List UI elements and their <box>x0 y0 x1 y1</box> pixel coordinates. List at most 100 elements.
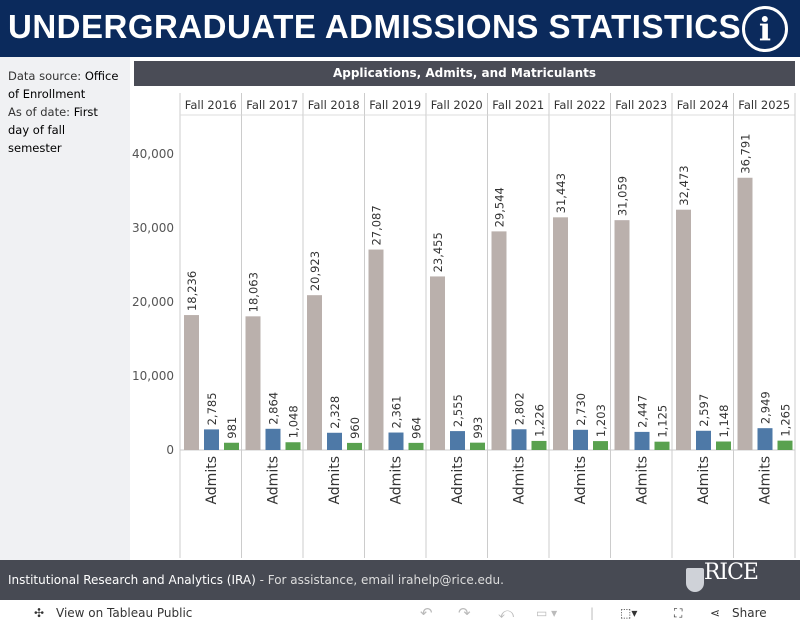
y-tick-label: 0 <box>166 443 174 457</box>
bar[interactable] <box>327 432 342 450</box>
data-label: 20,923 <box>308 251 322 291</box>
data-label: 1,226 <box>533 404 547 437</box>
bar[interactable] <box>408 442 424 450</box>
info-icon[interactable]: i <box>742 6 788 52</box>
bar[interactable] <box>531 440 547 450</box>
bar[interactable] <box>511 429 527 450</box>
x-axis-label: Admits <box>635 456 651 505</box>
fullscreen-icon[interactable]: ⛶ <box>674 606 683 620</box>
bar[interactable] <box>347 442 362 450</box>
data-label: 18,063 <box>247 272 261 312</box>
chart-title: Applications, Admits, and Matriculants <box>134 61 795 86</box>
data-label: 2,361 <box>390 396 404 429</box>
data-label: 23,455 <box>431 232 445 272</box>
data-label: 993 <box>471 417 485 439</box>
bar[interactable] <box>634 431 650 450</box>
bar[interactable] <box>368 249 384 450</box>
bar[interactable] <box>307 295 322 450</box>
column-header: Fall 2022 <box>554 98 606 112</box>
title-bar: UNDERGRADUATE ADMISSIONS STATISTICS i <box>0 0 800 57</box>
sidebar: Data source: Office of Enrollment As of … <box>0 57 130 560</box>
data-label: 1,125 <box>656 405 670 438</box>
bar[interactable] <box>224 442 239 450</box>
column-header: Fall 2019 <box>369 98 421 112</box>
data-label: 1,048 <box>287 405 301 438</box>
download-icon[interactable]: ⬚▾ <box>620 606 638 620</box>
data-label: 32,473 <box>677 165 691 205</box>
bar[interactable] <box>716 441 731 450</box>
data-label: 2,730 <box>574 393 588 426</box>
bar[interactable] <box>737 177 753 451</box>
share-button[interactable]: Share <box>732 606 767 620</box>
data-label: 2,949 <box>759 391 773 424</box>
as-of-date-value: First day of fall semester <box>8 105 98 155</box>
column-header: Fall 2017 <box>246 98 298 112</box>
y-tick-label: 10,000 <box>132 369 174 383</box>
column-header: Fall 2025 <box>738 98 790 112</box>
bar[interactable] <box>757 428 773 450</box>
bar[interactable] <box>676 209 691 450</box>
bar[interactable] <box>491 231 507 450</box>
column-header: Fall 2024 <box>677 98 729 112</box>
data-label: 964 <box>410 417 424 439</box>
data-label: 1,203 <box>594 404 608 437</box>
y-tick-label: 40,000 <box>132 147 174 161</box>
data-label: 2,802 <box>513 392 527 425</box>
bar[interactable] <box>593 441 608 450</box>
data-label: 2,555 <box>451 394 465 427</box>
share-icon[interactable]: ⋖ <box>710 606 721 620</box>
x-axis-label: Admits <box>696 456 712 505</box>
bar[interactable] <box>573 429 588 450</box>
bar[interactable] <box>184 315 199 450</box>
column-header: Fall 2016 <box>185 98 237 112</box>
tableau-icon: ✣ <box>34 606 45 620</box>
data-label: 981 <box>225 417 239 439</box>
bar[interactable] <box>450 431 465 450</box>
bar[interactable] <box>265 428 281 450</box>
data-label: 31,059 <box>616 176 630 216</box>
x-axis-label: Admits <box>450 456 466 505</box>
footer-org: Institutional Research and Analytics (IR… <box>8 573 256 587</box>
bar[interactable] <box>777 440 793 450</box>
separator: | <box>590 606 595 620</box>
bar[interactable] <box>388 432 404 450</box>
x-axis-label: Admits <box>758 456 774 505</box>
x-axis-label: Admits <box>204 456 220 505</box>
bar[interactable] <box>204 429 219 450</box>
x-axis-label: Admits <box>389 456 405 505</box>
data-source-value: Office of Enrollment <box>8 69 119 101</box>
data-label: 31,443 <box>554 173 568 213</box>
bar[interactable] <box>614 220 630 450</box>
refresh-icon[interactable]: ▭ ▾ <box>536 606 558 620</box>
bar[interactable] <box>285 442 301 450</box>
footer: Institutional Research and Analytics (IR… <box>0 560 800 600</box>
bar[interactable] <box>430 276 445 450</box>
bar[interactable] <box>245 316 261 450</box>
x-axis-label: Admits <box>512 456 528 505</box>
view-on-tableau-button[interactable]: View on Tableau Public <box>56 606 193 620</box>
footer-contact: - For assistance, email irahelp@rice.edu… <box>255 573 504 587</box>
data-label: 18,236 <box>185 271 199 311</box>
rice-shield-icon <box>686 568 704 592</box>
bar[interactable] <box>654 441 670 450</box>
data-label: 2,597 <box>697 394 711 427</box>
bar-chart: 0 10,000 20,000 30,000 40,000 Fall 2016 18,236… <box>132 93 796 558</box>
data-label: 2,328 <box>328 396 342 429</box>
tableau-toolbar: ✣ View on Tableau Public ↶ ↷ ⤺ ▭ ▾ | ⬚▾ … <box>0 600 800 627</box>
data-label: 29,544 <box>493 187 507 227</box>
data-source: Data source: Office of Enrollment <box>8 69 119 101</box>
bar[interactable] <box>696 430 711 450</box>
bar[interactable] <box>470 442 485 450</box>
data-label: 1,148 <box>717 405 731 438</box>
column-header: Fall 2020 <box>431 98 483 112</box>
y-tick-label: 20,000 <box>132 295 174 309</box>
revert-icon[interactable]: ⤺ <box>498 604 515 622</box>
redo-icon[interactable]: ↷ <box>458 604 471 622</box>
x-axis-label: Admits <box>266 456 282 505</box>
bar[interactable] <box>553 217 568 450</box>
data-label: 36,791 <box>739 133 753 173</box>
data-label: 2,447 <box>636 395 650 428</box>
data-label: 960 <box>348 417 362 439</box>
undo-icon[interactable]: ↶ <box>420 604 433 622</box>
data-label: 1,265 <box>779 404 793 437</box>
